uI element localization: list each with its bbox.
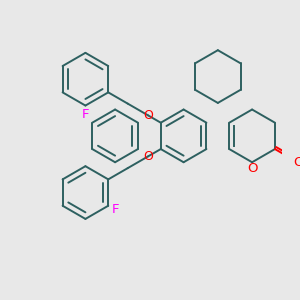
Text: F: F <box>112 203 119 217</box>
Text: O: O <box>293 156 300 169</box>
Text: F: F <box>82 107 89 121</box>
Text: O: O <box>143 150 153 163</box>
Text: O: O <box>247 162 257 175</box>
Text: O: O <box>143 109 153 122</box>
